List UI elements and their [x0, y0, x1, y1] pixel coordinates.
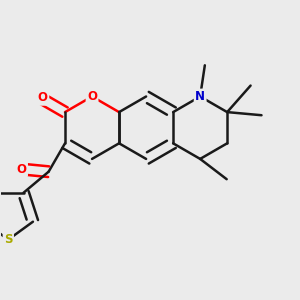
Text: O: O — [16, 163, 27, 176]
Text: N: N — [195, 90, 205, 103]
Text: S: S — [4, 233, 13, 246]
Text: O: O — [38, 91, 48, 104]
Text: O: O — [87, 90, 97, 103]
